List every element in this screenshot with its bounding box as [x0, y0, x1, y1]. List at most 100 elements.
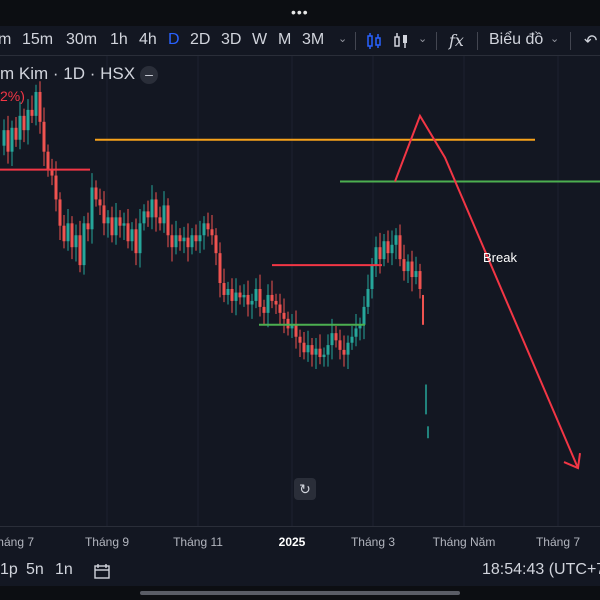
- go-to-date-icon[interactable]: [93, 562, 111, 580]
- collapse-legend-button[interactable]: –: [140, 66, 158, 84]
- candle-body: [418, 271, 422, 289]
- candle-body: [86, 223, 90, 230]
- candle-body: [326, 345, 330, 355]
- symbol-legend[interactable]: m Kim · 1D · HSX: [0, 64, 136, 83]
- candle-body: [366, 288, 370, 307]
- candle-body: [222, 283, 226, 295]
- range-5n[interactable]: 5n: [26, 561, 44, 578]
- candle-body: [278, 304, 282, 313]
- candle-body: [98, 199, 102, 206]
- x-tick-label: Tháng 7: [535, 535, 581, 549]
- clock-timezone[interactable]: 18:54:43 (UTC+7: [482, 561, 600, 578]
- candle-body: [50, 169, 54, 176]
- home-bar: [0, 586, 600, 600]
- candle-body: [18, 115, 22, 140]
- x-tick-label: Tháng 11: [173, 535, 223, 549]
- candle-body: [350, 336, 354, 343]
- change-percent: 2%): [0, 88, 25, 104]
- candle-body: [58, 199, 62, 226]
- candle-body: [210, 229, 214, 236]
- more-dots-icon[interactable]: •••: [291, 4, 309, 20]
- interval-15m[interactable]: 15m: [22, 31, 54, 48]
- candle-body: [286, 318, 290, 329]
- candle-body: [182, 237, 186, 242]
- chart-area[interactable]: [0, 56, 600, 526]
- candle-body: [74, 235, 78, 248]
- candle-body: [226, 288, 230, 295]
- forecast-path: [394, 113, 579, 469]
- candle-body: [190, 235, 194, 248]
- candle-body: [174, 235, 178, 248]
- candle-body: [162, 205, 166, 224]
- toolbar-divider-2: [436, 32, 437, 50]
- interval-d[interactable]: D: [168, 31, 180, 48]
- candle-body: [94, 187, 98, 200]
- candle-body: [394, 235, 398, 245]
- candle-body: [66, 223, 70, 242]
- candle-body: [262, 306, 266, 313]
- candle-body: [102, 205, 106, 224]
- candle-body: [362, 306, 366, 325]
- candle-body: [238, 292, 242, 298]
- candle-body: [310, 345, 314, 355]
- bar-style-icon[interactable]: [392, 32, 410, 50]
- forecast-arrowhead: [563, 452, 581, 470]
- candle-body: [250, 300, 254, 305]
- candle-body: [314, 348, 318, 355]
- candle-body: [170, 235, 174, 248]
- candle-body: [254, 288, 258, 301]
- chart-type-label[interactable]: Biểu đồ: [489, 31, 544, 48]
- candles-icon[interactable]: [365, 32, 383, 50]
- candle-body: [14, 127, 18, 140]
- interval-30m[interactable]: 30m: [66, 31, 98, 48]
- candle-body: [242, 294, 246, 298]
- candle-body: [46, 151, 50, 170]
- range-1p[interactable]: 1p: [0, 561, 18, 578]
- candle-body: [346, 342, 350, 355]
- candle-body: [358, 324, 362, 329]
- candle-body: [294, 324, 298, 337]
- candle-body: [34, 91, 38, 116]
- range-1n[interactable]: 1n: [55, 561, 73, 578]
- interval-2d[interactable]: 2D: [190, 31, 211, 48]
- candle-body: [410, 261, 414, 278]
- candle-body: [114, 217, 118, 236]
- interval-3m[interactable]: 3M: [302, 31, 325, 48]
- time-axis[interactable]: Tháng 7 Tháng 9 Tháng 11 2025 Tháng 3 Th…: [0, 526, 600, 556]
- candle-body: [406, 261, 410, 272]
- candle-body: [218, 253, 222, 284]
- candle-body: [378, 247, 382, 260]
- candles: [2, 81, 429, 439]
- candle-body: [382, 241, 386, 260]
- reset-chart-icon[interactable]: ↻: [294, 478, 316, 500]
- undo-icon[interactable]: ↶: [584, 33, 598, 50]
- x-tick-label: Tháng 7: [0, 535, 35, 549]
- interval-3d[interactable]: 3D: [221, 31, 242, 48]
- formula-icon[interactable]: fx: [449, 31, 464, 50]
- candle-body: [202, 223, 206, 236]
- interval-m-month[interactable]: M: [278, 31, 292, 48]
- interval-1h[interactable]: 1h: [110, 31, 128, 48]
- interval-w[interactable]: W: [252, 31, 268, 48]
- candle-body: [266, 294, 270, 313]
- candle-body: [150, 199, 154, 218]
- candle-body: [134, 229, 138, 254]
- candle-body: [118, 217, 122, 226]
- candle-body: [386, 241, 390, 254]
- price-chart[interactable]: [0, 56, 600, 526]
- chevron-down-icon-3[interactable]: ⌄: [550, 33, 560, 45]
- candle-body: [6, 130, 10, 152]
- interval-4h[interactable]: 4h: [139, 31, 157, 48]
- candle-body: [338, 340, 342, 350]
- chevron-down-icon-2[interactable]: ⌄: [418, 33, 428, 45]
- toolbar-divider-4: [570, 32, 571, 50]
- interval-m[interactable]: m: [0, 31, 12, 48]
- chart-toolbar: m 15m 30m 1h 4h D 2D 3D W M 3M ⌄ ⌄ fx Bi…: [0, 26, 600, 56]
- candle-body: [2, 130, 6, 146]
- candle-body: [78, 235, 82, 266]
- candle-body: [126, 223, 130, 242]
- candle-body: [298, 336, 302, 343]
- candle-body: [270, 294, 274, 301]
- candle-body: [186, 237, 190, 248]
- chevron-down-icon[interactable]: ⌄: [338, 33, 348, 45]
